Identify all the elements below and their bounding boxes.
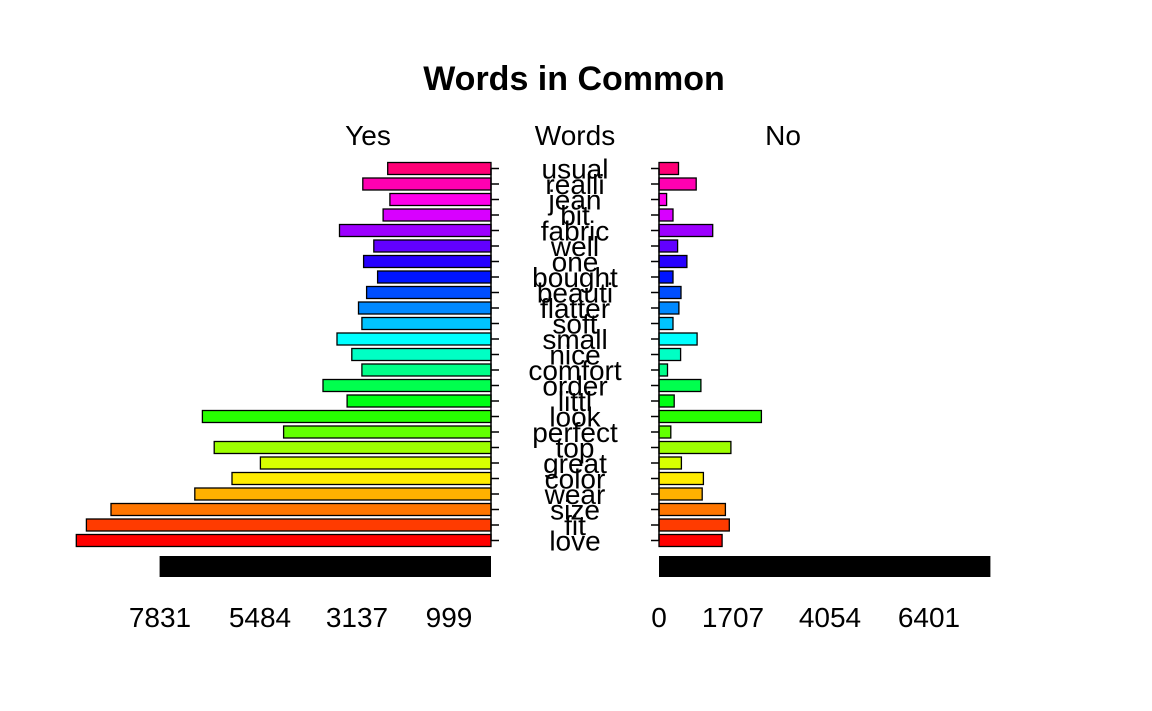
word-label-love: love [549,526,600,557]
yes-bar-fit [85,518,492,532]
yes-bar-flatter [357,301,492,315]
yes-bar-color [231,471,492,486]
no-bar-love [658,533,723,548]
yes-bar-comfort [361,363,492,377]
yes-bar-fabric [338,223,492,238]
no-bar-comfort [658,363,669,377]
no-bar-small [658,332,698,346]
no-bars [658,161,763,548]
no-bar-fit [658,518,730,532]
no-bar-jean [658,192,668,207]
yes-panel-label: Yes [345,120,391,151]
no-bar-realli [658,177,697,191]
chart-title: Words in Common [423,60,725,98]
no-bar-soft [658,316,674,331]
yes-bar-top [213,440,492,455]
word-label-flatter: flatter [540,293,610,324]
no-tick-label: 6401 [898,602,960,633]
yes-bar-beauti [365,285,492,300]
no-bar-great [658,456,683,470]
word-labels: lovefitsizewearcolorgreattopperfectlookl… [528,154,622,557]
word-label-jean: jean [548,185,602,216]
no-bar-color [658,471,705,486]
word-label-fabric: fabric [541,216,609,247]
yes-tick-label: 5484 [229,602,291,633]
no-bar-littl [658,394,675,408]
no-bar-fabric [658,223,714,238]
word-label-littl: littl [558,386,592,417]
yes-bar-look [201,409,492,424]
no-bar-wear [658,487,703,501]
axis-ticks [490,167,660,542]
yes-bar-usual [387,161,492,176]
word-label-look: look [549,402,601,433]
no-bar-bought [658,270,674,284]
no-bar-one [658,254,688,269]
yes-bar-size [110,502,492,517]
word-label-comfort: comfort [528,355,622,386]
yes-bars [75,161,492,548]
yes-bar-littl [346,394,492,408]
word-label-top: top [556,433,595,464]
yes-tick-label: 999 [426,602,473,633]
yes-tick-label: 7831 [129,602,191,633]
word-label-perfect: perfect [532,417,618,448]
word-label-great: great [543,448,607,479]
yes-bar-order [322,378,492,393]
no-bar-well [658,239,679,253]
yes-bar-well [373,239,492,253]
no-bar-order [658,378,702,393]
yes-bar-great [259,456,492,470]
word-label-nice: nice [549,340,600,371]
word-label-well: well [550,231,599,262]
word-label-fit: fit [564,510,586,541]
yes-bar-realli [362,177,492,191]
word-label-realli: realli [545,169,604,200]
word-label-soft: soft [552,309,597,340]
no-tick-label: 4054 [799,602,861,633]
word-label-bought: bought [532,262,618,293]
yes-bar-wear [194,487,492,501]
scale-bars [159,556,991,577]
no-bar-nice [658,347,682,362]
yes-bar-one [362,254,492,269]
yes-bar-soft [361,316,492,331]
yes-bar-perfect [282,425,492,439]
no-bar-look [658,409,763,424]
word-label-order: order [542,371,607,402]
word-label-color: color [545,464,606,495]
no-bar-beauti [658,285,682,300]
no-bar-bit [658,208,674,222]
word-label-usual: usual [542,154,609,185]
word-label-bit: bit [560,200,590,231]
yes-scale-bar [159,556,491,577]
no-bar-top [658,440,732,455]
yes-bar-nice [351,347,492,362]
word-label-one: one [552,247,599,278]
word-label-small: small [542,324,607,355]
no-scale-bar [659,556,991,577]
words-panel-label: Words [535,120,615,151]
no-bar-size [658,502,727,517]
no-tick-label: 0 [651,602,667,633]
yes-bar-bit [382,208,492,222]
yes-tick-label: 3137 [326,602,388,633]
word-label-wear: wear [544,479,606,510]
yes-bar-jean [389,192,492,207]
word-label-beauti: beauti [537,278,613,309]
no-bar-perfect [658,425,672,439]
no-panel-label: No [765,120,801,151]
no-bar-usual [658,161,680,176]
no-bar-flatter [658,301,680,315]
word-label-size: size [550,495,600,526]
no-tick-label: 1707 [702,602,764,633]
yes-bar-small [336,332,492,346]
yes-bar-love [75,533,492,548]
yes-bar-bought [376,270,492,284]
tick-labels: 7831 5484 3137 999 0 1707 4054 6401 [129,602,960,633]
